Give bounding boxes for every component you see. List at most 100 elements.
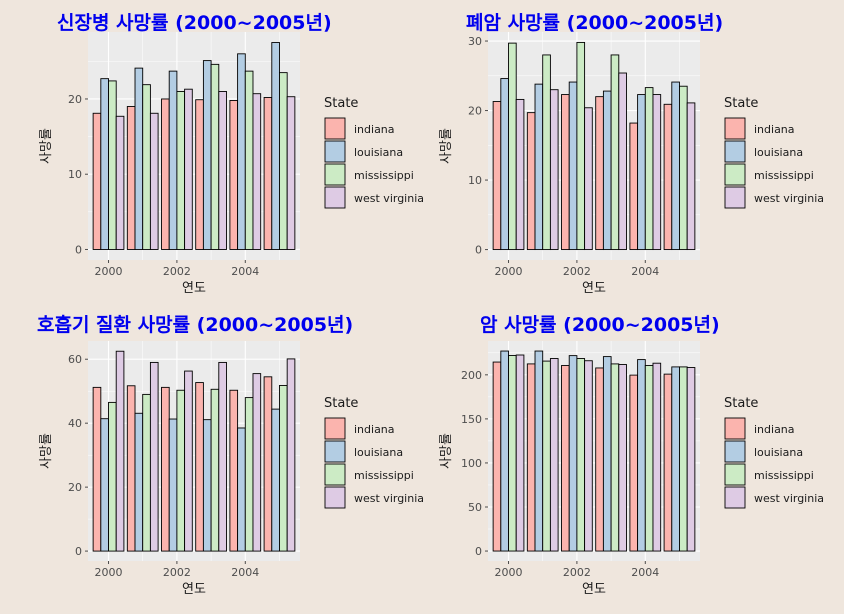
y-tick-label: 200 [461,369,482,382]
bar-louisiana-2003 [602,356,612,552]
bar-mississippi-2005 [679,85,688,251]
bar-louisiana-2000 [100,418,109,552]
x-tick-label: 2002 [163,265,191,278]
bar-indiana-2000 [492,101,502,251]
legend-title: State [324,396,358,411]
bar-mississippi-2003 [210,63,220,250]
legend-key-mississippi [724,463,746,486]
legend-label: west virginia [354,492,424,505]
x-tick-label: 2004 [631,566,659,579]
chart-panel-2: 0 10 20 30 2000 2002 2004 폐암 사망률 (2000~2005년) 연도… [439,12,824,296]
bar-louisiana-2002 [168,418,178,552]
bar-west-virginia-2003 [618,72,627,251]
bar-louisiana-2001 [134,67,144,250]
bar-indiana-2000 [92,112,102,250]
y-tick-label: 150 [461,413,482,426]
bar-mississippi-2005 [679,366,688,552]
bar-mississippi-2001 [142,84,151,250]
bar-louisiana-2004 [637,94,646,251]
bar-indiana-2003 [595,367,604,552]
y-tick-label: 20 [468,105,482,118]
bar-louisiana-2001 [134,412,144,552]
bar-west-virginia-2005 [686,367,696,552]
chart-panel-3: 0 20 40 60 2000 2002 2004 호흡기 질환 사망률 (2000~2005… [37,313,424,597]
legend-label: indiana [354,123,395,136]
y-tick-label: 0 [475,244,482,257]
bar-louisiana-2000 [500,78,509,251]
bar-louisiana-2005 [271,42,280,250]
bar-west-virginia-2001 [149,112,159,250]
bar-indiana-2001 [526,112,536,251]
bar-west-virginia-2003 [218,90,227,250]
legend-key-louisiana [324,140,346,163]
y-tick-label: 0 [475,545,482,558]
legend-key-west-virginia [724,486,746,509]
legend-label: west virginia [354,192,424,205]
chart-panel-1: 0 10 20 2000 2002 2004 신장병 사망률 (2000~2005년) 연도 사… [39,12,424,296]
bar-west-virginia-2005 [286,358,296,552]
x-tick-label: 2000 [95,265,123,278]
bar-indiana-2003 [195,382,204,552]
legend-label: indiana [354,423,395,436]
bar-louisiana-2002 [168,70,178,250]
bar-west-virginia-2000 [115,115,125,250]
y-tick-label: 60 [68,353,82,366]
bar-west-virginia-2004 [252,373,262,552]
bar-mississippi-2000 [108,80,117,250]
legend-key-mississippi [324,463,346,486]
bar-indiana-2004 [229,100,239,250]
bar-west-virginia-2002 [184,370,193,552]
legend-key-west-virginia [324,486,346,509]
bar-mississippi-2001 [542,54,551,251]
x-axis-label: 연도 [182,582,206,597]
chart-title: 폐암 사망률 (2000~2005년) [466,12,723,34]
bar-louisiana-2003 [202,60,212,250]
bar-louisiana-2001 [534,350,544,552]
bar-louisiana-2004 [637,359,646,552]
legend: State indiana louisiana mississippi west vir… [724,396,824,509]
bar-mississippi-2000 [508,42,517,251]
y-tick-label: 20 [68,93,82,106]
y-axis-label: 사망률 [439,128,454,164]
bar-indiana-2005 [263,376,273,552]
bar-indiana-2002 [161,386,170,552]
chart-title: 암 사망률 (2000~2005년) [480,314,720,336]
bar-west-virginia-2003 [218,361,227,552]
y-tick-label: 0 [75,545,82,558]
bar-indiana-2000 [492,361,502,552]
y-tick-label: 10 [468,174,482,187]
legend-key-indiana [724,417,746,440]
bar-west-virginia-2002 [584,107,593,251]
legend-label: west virginia [754,492,824,505]
legend-label: louisiana [354,146,403,159]
y-tick-label: 100 [461,457,482,470]
chart-title: 신장병 사망률 (2000~2005년) [57,12,332,34]
legend-key-indiana [324,417,346,440]
y-axis-label: 사망률 [439,433,454,469]
bar-indiana-2001 [126,385,136,552]
x-tick-label: 2002 [563,566,591,579]
legend-key-mississippi [724,163,746,186]
bar-mississippi-2001 [542,360,551,552]
bar-indiana-2005 [263,97,273,250]
bar-louisiana-2005 [271,408,280,552]
x-tick-label: 2004 [231,265,259,278]
bar-louisiana-2004 [237,53,246,250]
y-tick-label: 30 [468,35,482,48]
bar-west-virginia-2003 [618,364,627,552]
x-axis-label: 연도 [582,281,606,296]
bar-indiana-2005 [663,103,673,251]
legend-key-indiana [724,117,746,140]
legend-title: State [724,96,758,111]
bar-mississippi-2000 [108,401,117,552]
x-tick-label: 2004 [631,265,659,278]
legend-label: indiana [754,423,795,436]
legend-label: mississippi [354,169,414,182]
bar-mississippi-2000 [508,354,517,552]
legend-title: State [724,396,758,411]
bar-louisiana-2005 [671,366,680,552]
legend-key-louisiana [324,440,346,463]
bar-indiana-2001 [526,363,536,552]
bar-west-virginia-2000 [115,350,125,552]
y-tick-label: 50 [468,501,482,514]
